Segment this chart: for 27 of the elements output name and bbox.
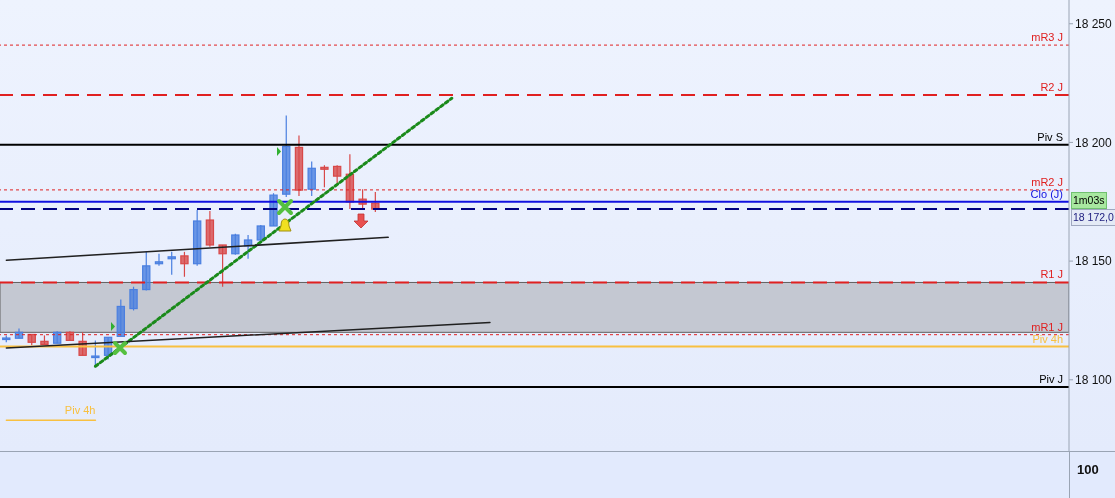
ref-line-label: Piv S	[1037, 130, 1063, 143]
text: 18 172,0	[1071, 209, 1115, 226]
text: 100	[1077, 462, 1099, 477]
y-tick-label: 18 200	[1075, 135, 1113, 150]
text: 1m03s	[1071, 192, 1107, 209]
candlestick	[142, 251, 151, 292]
ref-line-label: Piv J	[1039, 372, 1063, 385]
candlestick	[129, 286, 138, 312]
ref-line-label: R1 J	[1040, 268, 1063, 281]
candlestick	[307, 160, 316, 197]
ref-line-label: mR2 J	[1031, 175, 1063, 188]
y-tick-label: 18 150	[1075, 254, 1113, 269]
y-tick-label: 18 100	[1075, 373, 1113, 388]
candlestick	[218, 244, 227, 288]
ref-line-label: Piv 4h	[1032, 332, 1063, 345]
ref-line-label: mR3 J	[1031, 31, 1063, 44]
candlestick	[332, 164, 342, 184]
ref-line-label: mR1 J	[1031, 320, 1063, 333]
ref-line-label: R2 J	[1040, 80, 1063, 93]
candlestick	[243, 234, 253, 260]
candlestick	[320, 164, 329, 188]
candlestick	[154, 253, 164, 267]
y-tick-label: 18 250	[1075, 17, 1113, 31]
candlestick	[180, 251, 189, 278]
ref-line-label: Clo (J)	[1030, 187, 1063, 200]
series-label: Piv 4h	[64, 404, 96, 417]
candlestick	[167, 251, 176, 276]
